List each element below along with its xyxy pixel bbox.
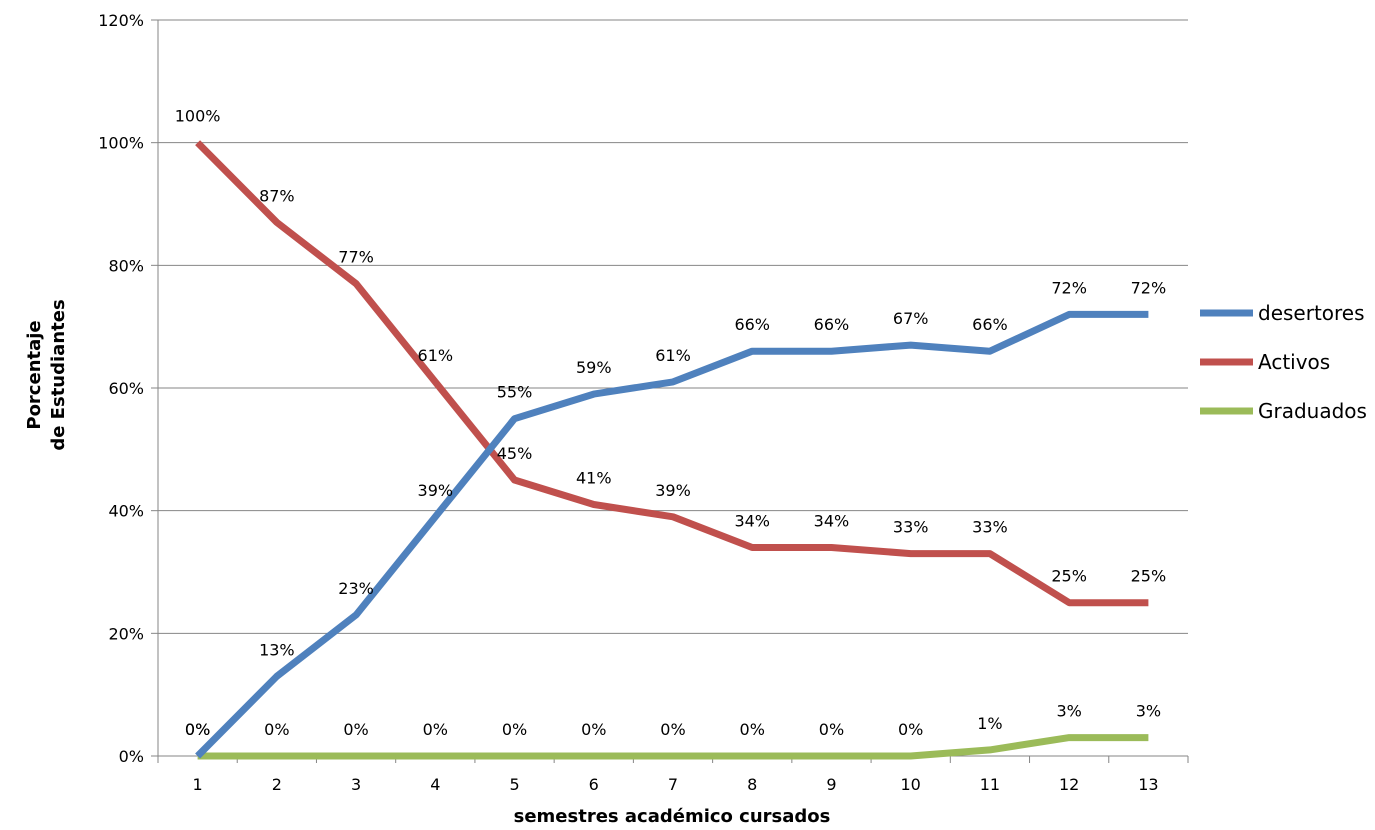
x-tick-label: 3 [351,775,361,794]
data-label-activos: 25% [1131,567,1167,586]
legend: desertores Activos Graduados [1200,301,1367,423]
x-tick-label: 12 [1059,775,1079,794]
data-label-graduados: 3% [1056,702,1081,721]
series-line-desertores [195,310,1149,759]
data-label-activos: 33% [893,518,929,537]
y-axis-title: Porcentaje de Estudiantes [24,299,69,450]
data-label-activos: 45% [497,444,533,463]
data-label-activos: 39% [655,481,691,500]
x-tick-label: 5 [509,775,519,794]
data-label-desertores: 39% [418,481,454,500]
x-axis-ticks: 1 2 3 4 5 6 7 8 9 10 11 12 13 [157,756,1189,794]
x-tick-label: 10 [901,775,921,794]
data-label-graduados: 0% [898,720,923,739]
data-label-activos: 34% [734,511,770,530]
x-tick-label: 2 [272,775,282,794]
data-label-activos: 100% [175,107,221,126]
data-label-graduados: 0% [185,720,210,739]
y-axis-title-line-1: Porcentaje [24,320,45,429]
data-label-graduados: 1% [977,714,1002,733]
x-tick-label: 11 [980,775,1000,794]
data-label-graduados: 0% [740,720,765,739]
data-label-desertores: 59% [576,358,612,377]
data-label-desertores: 72% [1051,278,1087,297]
x-axis-title: semestres académico cursados [514,806,831,827]
series-lines [195,140,1149,760]
data-label-desertores: 66% [972,315,1008,334]
y-tick-label: 20% [108,624,144,643]
y-tick-label: 0% [119,747,144,766]
data-label-desertores: 72% [1131,278,1167,297]
data-label-activos: 33% [972,518,1008,537]
data-label-desertores: 61% [655,346,691,365]
data-label-desertores: 66% [814,315,850,334]
x-tick-label: 8 [747,775,757,794]
legend-label-activos: Activos [1258,350,1330,374]
data-label-graduados: 0% [660,720,685,739]
x-tick-label: 1 [193,775,203,794]
x-tick-label: 13 [1138,775,1158,794]
data-label-activos: 41% [576,469,612,488]
data-label-activos: 25% [1051,567,1087,586]
legend-label-graduados: Graduados [1258,399,1367,423]
y-axis-ticks: 0% 20% 40% 60% 80% 100% 120% [98,11,158,766]
x-tick-label: 9 [826,775,836,794]
data-label-activos: 61% [418,346,454,365]
y-tick-label: 80% [108,256,144,275]
x-tick-label: 4 [430,775,440,794]
gridlines [158,19,1188,634]
data-label-graduados: 0% [502,720,527,739]
data-label-graduados: 0% [343,720,368,739]
data-label-desertores: 55% [497,383,533,402]
data-label-activos: 87% [259,186,295,205]
data-labels: 0% 13% 23% 39% 55% 59% 61% 66% 66% 67% 66% 72% 72% 10… [175,107,1166,739]
data-label-graduados: 0% [423,720,448,739]
x-tick-label: 6 [589,775,599,794]
data-label-desertores: 0% [185,720,210,739]
data-label-desertores: 23% [338,579,374,598]
y-tick-label: 120% [98,11,144,30]
y-axis-title-line-2: de Estudiantes [48,299,69,450]
y-tick-label: 100% [98,134,144,153]
x-tick-label: 7 [668,775,678,794]
data-label-desertores: 67% [893,309,929,328]
series-line-graduados [197,734,1149,760]
data-label-desertores: 66% [734,315,770,334]
y-tick-label: 40% [108,502,144,521]
data-label-graduados: 0% [581,720,606,739]
data-label-activos: 34% [814,511,850,530]
data-label-desertores: 13% [259,640,295,659]
data-label-graduados: 0% [264,720,289,739]
data-label-graduados: 3% [1136,702,1161,721]
data-label-activos: 77% [338,248,374,267]
y-tick-label: 60% [108,379,144,398]
series-line-activos [195,140,1149,607]
data-label-graduados: 0% [819,720,844,739]
legend-label-desertores: desertores [1258,301,1365,325]
